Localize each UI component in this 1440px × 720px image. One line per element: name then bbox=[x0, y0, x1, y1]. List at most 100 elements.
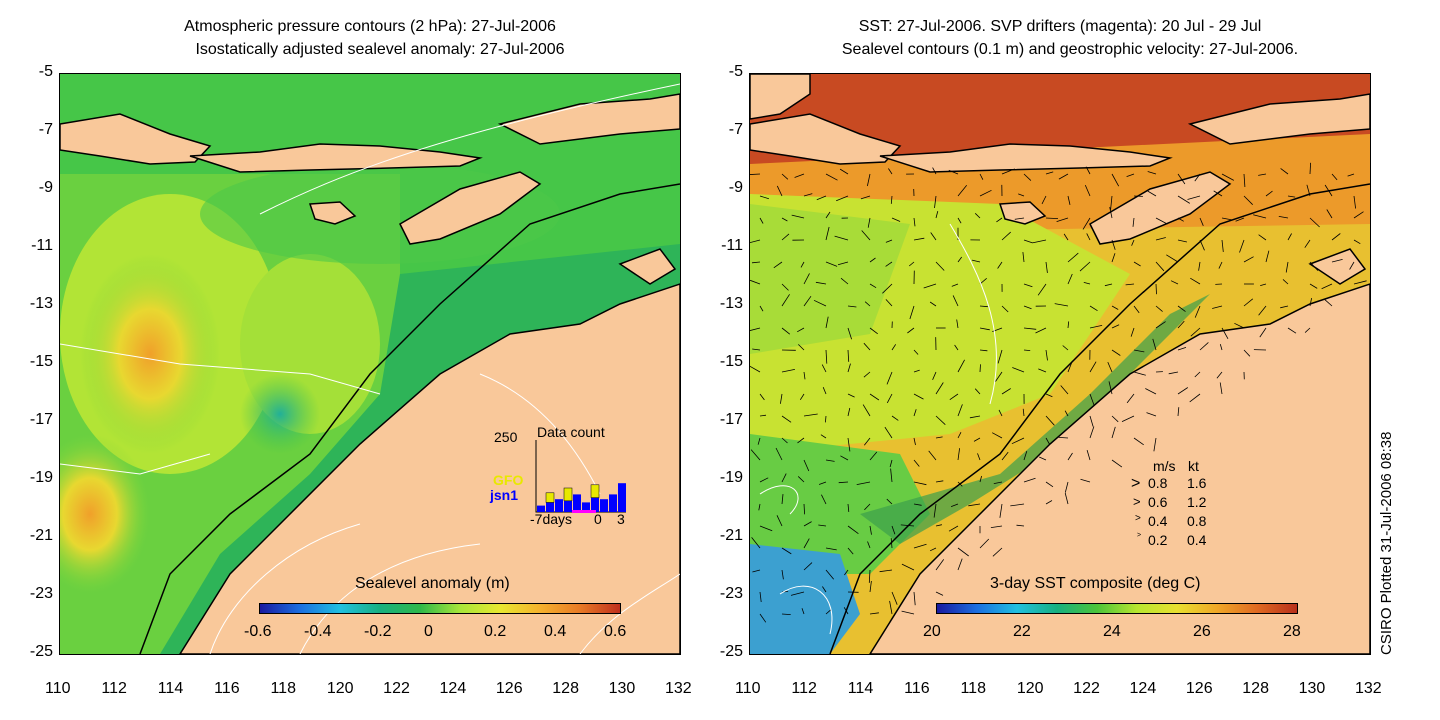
lat-tick: -19 bbox=[719, 469, 743, 486]
lon-tick: 110 bbox=[45, 680, 71, 697]
inset-bar-jsn1 bbox=[573, 494, 581, 512]
inset-bar-jsn1 bbox=[555, 499, 563, 512]
lon-tick: 116 bbox=[214, 680, 240, 697]
right-colorbar bbox=[936, 603, 1298, 614]
lat-tick: -5 bbox=[728, 63, 743, 80]
inset-bar-jsn1 bbox=[618, 483, 626, 512]
lon-tick: 110 bbox=[735, 680, 761, 697]
inset-bar-jsn1 bbox=[591, 497, 599, 512]
lon-tick: 132 bbox=[1355, 680, 1382, 697]
lon-tick: 114 bbox=[847, 680, 874, 697]
lat-tick: -7 bbox=[38, 121, 53, 138]
inset-x-end: 3 bbox=[617, 511, 625, 527]
lat-tick: -13 bbox=[29, 295, 53, 312]
inset-bar-jsn1 bbox=[582, 502, 590, 512]
inset-x-zero: 0 bbox=[594, 511, 602, 527]
velocity-ms-value: 0.8 bbox=[1148, 475, 1168, 491]
inset-bar-jsn1 bbox=[600, 499, 608, 512]
velocity-header-kt: kt bbox=[1188, 458, 1199, 474]
sst-map bbox=[749, 73, 1371, 655]
lon-tick: 122 bbox=[383, 680, 410, 697]
velocity-arrow-icon: > bbox=[1135, 513, 1141, 524]
velocity-ms-value: 0.6 bbox=[1148, 494, 1168, 510]
lon-tick: 128 bbox=[552, 680, 579, 697]
lat-tick: -9 bbox=[38, 179, 53, 196]
inset-title: Data count bbox=[537, 424, 605, 440]
right-title-line2: Sealevel contours (0.1 m) and geostrophi… bbox=[841, 41, 1299, 58]
plot-credit-label: CSIRO Plotted 31-Jul-2006 08:38 bbox=[1378, 431, 1395, 655]
lat-tick: -13 bbox=[719, 295, 743, 312]
lat-tick: -21 bbox=[29, 527, 53, 544]
lon-tick: 114 bbox=[157, 680, 184, 697]
inset-bar-chart bbox=[535, 440, 626, 513]
sealevel-map-svg bbox=[60, 74, 680, 654]
lon-tick: 120 bbox=[326, 680, 354, 697]
left-colorbar-tick: -0.2 bbox=[364, 623, 392, 640]
lat-tick: -15 bbox=[719, 353, 743, 370]
right-colorbar-label: 3-day SST composite (deg C) bbox=[990, 575, 1201, 592]
lon-tick: 124 bbox=[1129, 680, 1157, 697]
lat-tick: -23 bbox=[29, 585, 53, 602]
lat-tick: -5 bbox=[38, 63, 53, 80]
lat-tick: -11 bbox=[31, 237, 53, 254]
inset-bar-jsn1 bbox=[564, 500, 572, 512]
inset-bar-gfo bbox=[590, 484, 600, 498]
lon-tick: 130 bbox=[608, 680, 636, 697]
inset-drifter-marker bbox=[572, 510, 596, 513]
lat-tick: -9 bbox=[728, 179, 743, 196]
inset-bar-gfo bbox=[545, 492, 555, 503]
left-colorbar-tick: -0.6 bbox=[244, 623, 272, 640]
left-title-line2: Isostatically adjusted sealevel anomaly:… bbox=[195, 41, 565, 58]
left-colorbar-tick: 0 bbox=[424, 623, 433, 640]
lon-tick: 112 bbox=[101, 680, 127, 697]
lon-tick: 118 bbox=[960, 680, 986, 697]
left-title-line1: Atmospheric pressure contours (2 hPa): 2… bbox=[184, 18, 556, 35]
lon-tick: 126 bbox=[495, 680, 523, 697]
left-colorbar-tick: 0.6 bbox=[604, 623, 627, 640]
velocity-ms-value: 0.2 bbox=[1148, 532, 1168, 548]
lat-tick: -17 bbox=[719, 411, 743, 428]
inset-sat-jsn1: jsn1 bbox=[490, 487, 519, 503]
inset-bar-gfo bbox=[563, 487, 573, 502]
right-colorbar-tick: 28 bbox=[1283, 623, 1301, 640]
lat-tick: -15 bbox=[29, 353, 53, 370]
velocity-kt-value: 0.4 bbox=[1187, 532, 1207, 548]
lon-tick: 132 bbox=[665, 680, 692, 697]
velocity-header-ms: m/s bbox=[1153, 458, 1176, 474]
velocity-ms-value: 0.4 bbox=[1148, 513, 1168, 529]
velocity-kt-value: 1.6 bbox=[1187, 475, 1207, 491]
left-colorbar bbox=[259, 603, 621, 614]
right-colorbar-tick: 20 bbox=[923, 623, 941, 640]
lon-tick: 128 bbox=[1242, 680, 1269, 697]
lon-tick: 118 bbox=[270, 680, 296, 697]
velocity-kt-value: 1.2 bbox=[1187, 494, 1207, 510]
right-title-line1: SST: 27-Jul-2006. SVP drifters (magenta)… bbox=[858, 18, 1262, 35]
lat-tick: -25 bbox=[29, 643, 53, 660]
right-colorbar-tick: 22 bbox=[1013, 623, 1031, 640]
lon-tick: 120 bbox=[1016, 680, 1044, 697]
sst-map-svg bbox=[750, 74, 1370, 654]
lon-tick: 130 bbox=[1298, 680, 1326, 697]
left-colorbar-tick: 0.4 bbox=[544, 623, 567, 640]
lat-tick: -19 bbox=[29, 469, 53, 486]
velocity-arrow-icon: > bbox=[1137, 532, 1142, 539]
left-colorbar-label: Sealevel anomaly (m) bbox=[355, 575, 510, 592]
left-colorbar-tick: -0.4 bbox=[304, 623, 332, 640]
right-colorbar-tick: 24 bbox=[1103, 623, 1121, 640]
velocity-arrow-icon: > bbox=[1131, 475, 1141, 492]
inset-ymax: 250 bbox=[494, 429, 518, 445]
lat-tick: -11 bbox=[721, 237, 743, 254]
lon-tick: 124 bbox=[439, 680, 467, 697]
lon-tick: 126 bbox=[1185, 680, 1213, 697]
lon-tick: 122 bbox=[1073, 680, 1100, 697]
inset-bar-jsn1 bbox=[609, 494, 617, 512]
inset-bar-jsn1 bbox=[537, 505, 545, 512]
right-colorbar-tick: 26 bbox=[1193, 623, 1211, 640]
lat-tick: -17 bbox=[29, 411, 53, 428]
lat-tick: -25 bbox=[719, 643, 743, 660]
lat-tick: -7 bbox=[728, 121, 743, 138]
lon-tick: 112 bbox=[791, 680, 817, 697]
left-colorbar-tick: 0.2 bbox=[484, 623, 507, 640]
lon-tick: 116 bbox=[904, 680, 930, 697]
sealevel-anomaly-map bbox=[59, 73, 681, 655]
